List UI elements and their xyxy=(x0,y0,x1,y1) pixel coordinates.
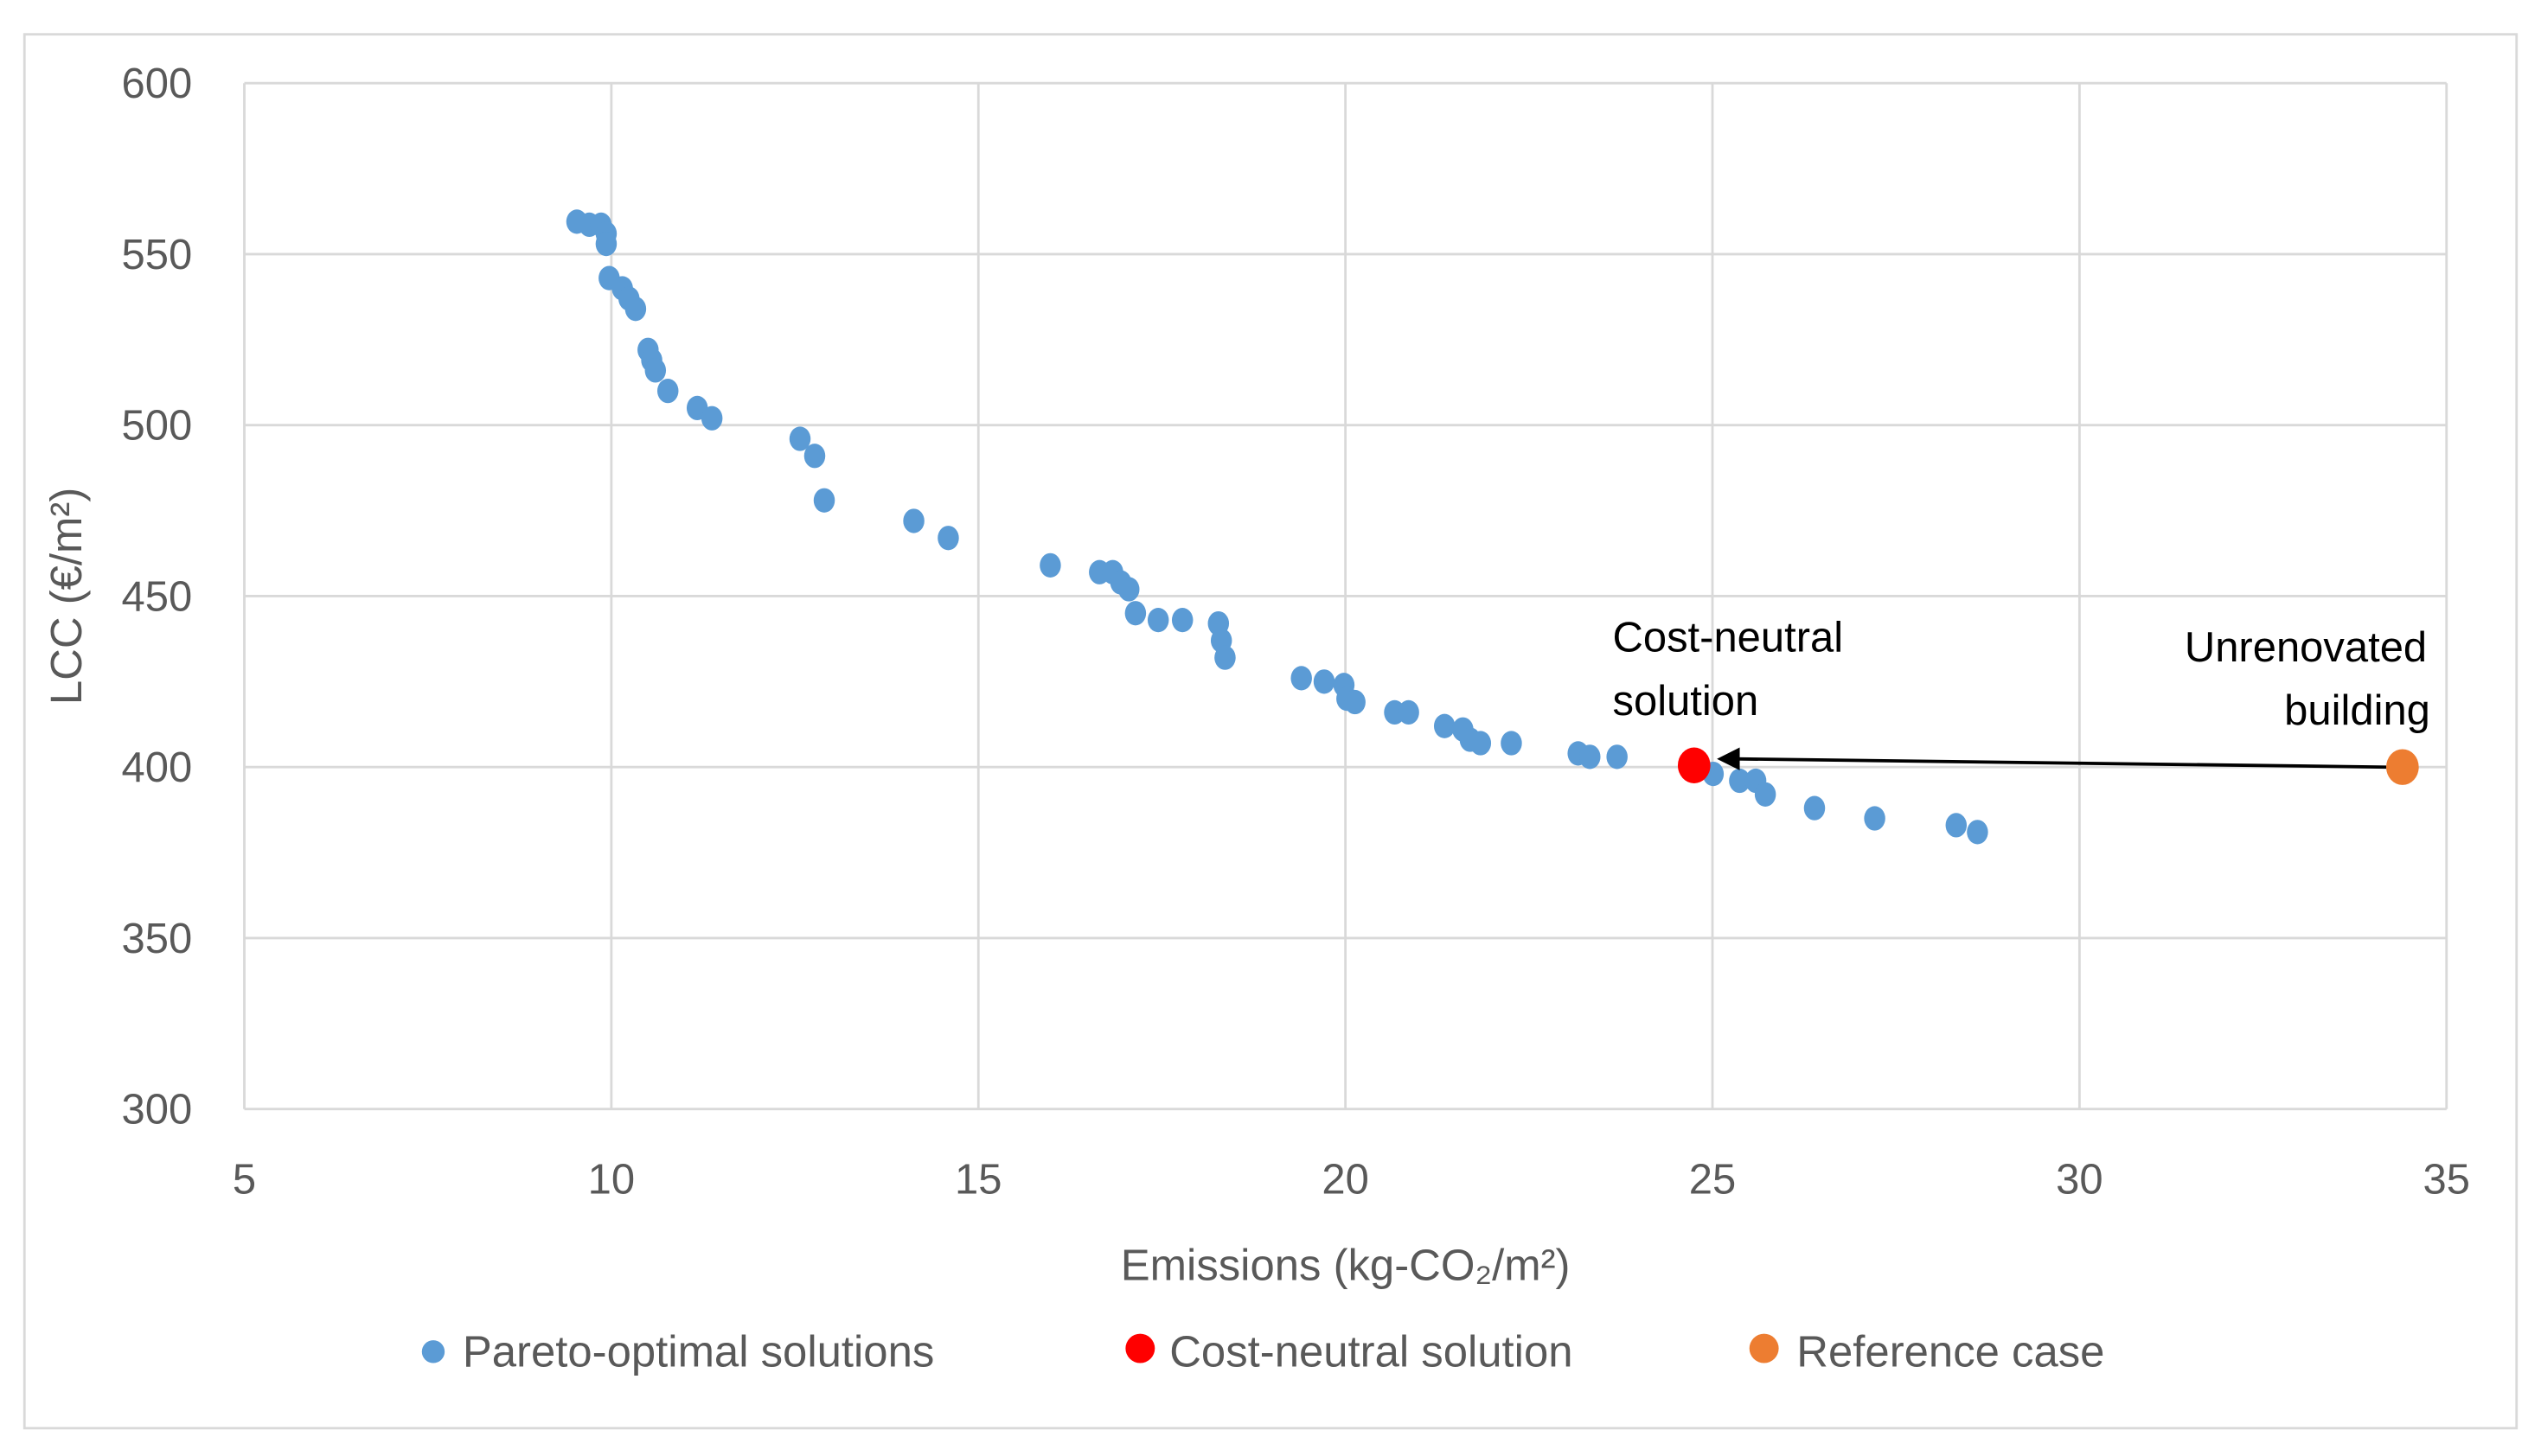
pareto-point xyxy=(1290,666,1312,691)
pareto-point xyxy=(813,488,835,513)
pareto-point xyxy=(595,231,618,257)
x-tick-label: 15 xyxy=(955,1157,1002,1204)
pareto-point xyxy=(1803,795,1826,821)
pareto-point xyxy=(1040,552,1061,578)
y-tick-label: 450 xyxy=(122,573,193,620)
reference-point xyxy=(2386,749,2419,785)
annotation-unrenovated-line2: building xyxy=(2284,687,2430,734)
pareto-point xyxy=(1754,782,1776,807)
annotation-arrow xyxy=(1717,747,2387,770)
legend-label-reference: Reference case xyxy=(1796,1326,2104,1376)
legend-label-cost-neutral: Cost-neutral solution xyxy=(1169,1326,1572,1376)
y-tick-label: 500 xyxy=(122,403,193,450)
pareto-point xyxy=(1729,768,1751,794)
arrow-head-icon xyxy=(1717,747,1740,770)
x-tick-label: 10 xyxy=(588,1157,635,1204)
annotation-unrenovated-line1: Unrenovated xyxy=(2185,624,2427,671)
data-points xyxy=(566,209,2419,845)
pareto-point xyxy=(1124,601,1147,626)
pareto-point xyxy=(1171,608,1194,633)
pareto-point xyxy=(1344,689,1366,715)
pareto-point xyxy=(1864,806,1885,831)
y-tick-labels: 300 350 400 450 500 550 600 xyxy=(122,61,193,1133)
x-tick-label: 35 xyxy=(2423,1157,2470,1204)
x-tick-label: 5 xyxy=(233,1157,256,1204)
pareto-point xyxy=(789,426,811,451)
legend-marker-reference xyxy=(1749,1333,1779,1363)
arrow-line xyxy=(1732,757,2387,770)
pareto-point xyxy=(1313,669,1335,694)
y-axis-label: LCC (€/m²) xyxy=(42,488,91,705)
gridlines xyxy=(243,81,2448,1111)
pareto-point xyxy=(803,444,826,469)
pareto-point xyxy=(1398,699,1419,725)
y-tick-label: 350 xyxy=(122,916,193,962)
cost-neutral-point xyxy=(1677,747,1711,783)
annotation-cost-neutral-line2: solution xyxy=(1612,678,1758,725)
pareto-point xyxy=(1147,608,1169,633)
x-tick-label: 25 xyxy=(1689,1157,1736,1204)
pareto-point xyxy=(938,526,959,551)
pareto-point xyxy=(1469,731,1492,756)
x-tick-label: 20 xyxy=(1322,1157,1368,1204)
x-tick-labels: 5 10 15 20 25 30 35 xyxy=(233,1157,2470,1204)
y-tick-label: 300 xyxy=(122,1087,193,1134)
pareto-point xyxy=(1118,577,1140,602)
pareto-point xyxy=(1967,820,1988,845)
y-tick-label: 550 xyxy=(122,232,193,278)
pareto-point xyxy=(701,406,723,431)
x-tick-label: 30 xyxy=(2056,1157,2103,1204)
pareto-point xyxy=(644,358,667,383)
y-tick-label: 600 xyxy=(122,61,193,107)
pareto-point xyxy=(1579,744,1601,770)
pareto-point xyxy=(1945,813,1968,838)
x-axis-label: Emissions (kg-CO₂/m²) xyxy=(1121,1240,1571,1289)
annotation-cost-neutral-line1: Cost-neutral xyxy=(1612,614,1843,661)
pareto-point xyxy=(1214,645,1236,670)
pareto-point xyxy=(903,508,925,533)
legend-marker-pareto xyxy=(421,1340,445,1363)
legend: Pareto-optimal solutions Cost-neutral so… xyxy=(421,1326,2104,1376)
y-tick-label: 400 xyxy=(122,744,193,791)
pareto-point xyxy=(1501,731,1522,756)
pareto-point xyxy=(656,379,679,404)
pareto-point xyxy=(624,297,647,322)
pareto-point xyxy=(1606,744,1628,770)
annotations: Cost-neutral solution Unrenovated buildi… xyxy=(1612,614,2429,734)
pareto-point xyxy=(1433,713,1456,738)
chart-border xyxy=(22,33,2519,1430)
legend-label-pareto: Pareto-optimal solutions xyxy=(463,1326,934,1376)
legend-marker-cost-neutral xyxy=(1125,1333,1155,1363)
